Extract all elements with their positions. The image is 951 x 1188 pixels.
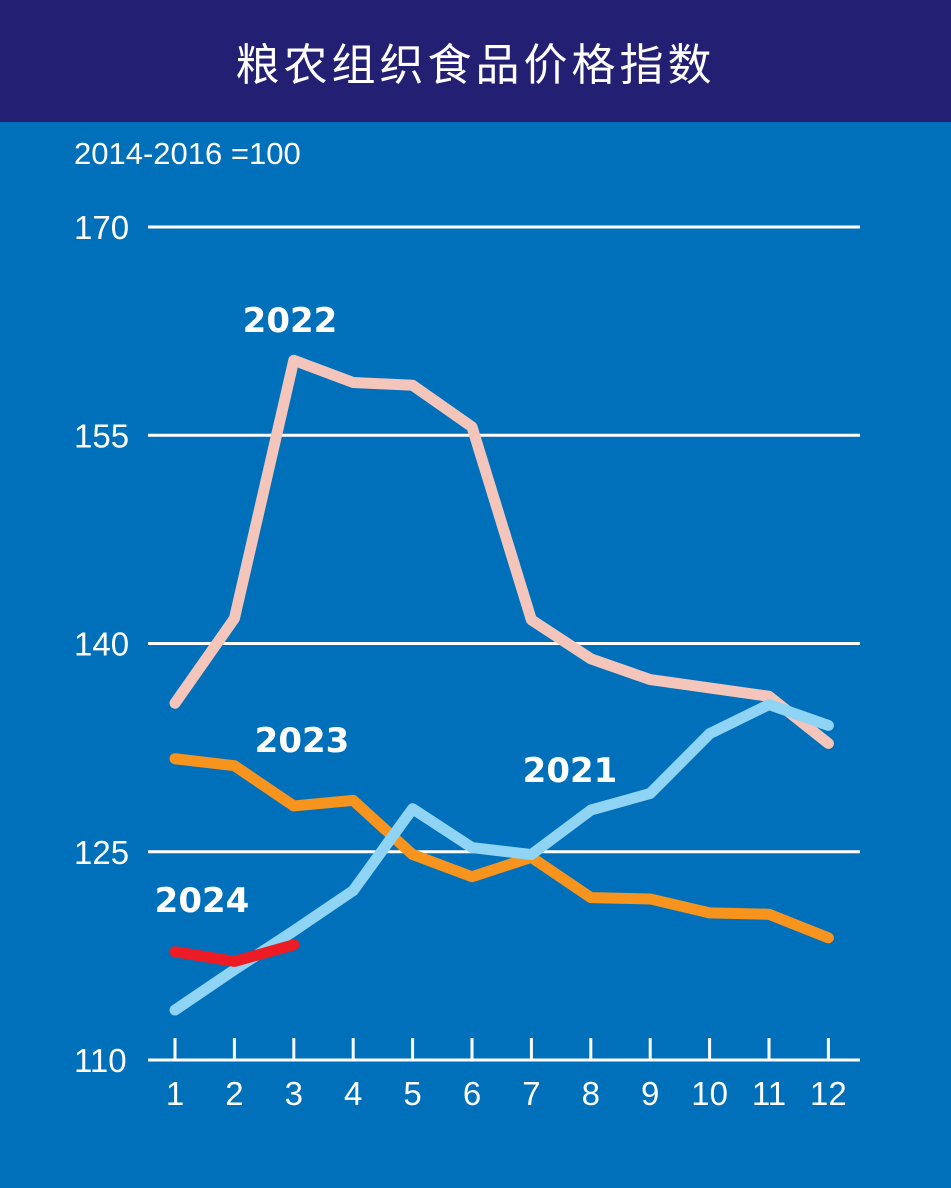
series-layer (169, 354, 834, 1016)
title-bar: 粮农组织食品价格指数 (0, 0, 951, 122)
chart-subtitle: 2014-2016 =100 (74, 136, 301, 171)
x-tick-label: 9 (641, 1075, 659, 1112)
series-label-2022: 2022 (243, 301, 338, 341)
series-line-2021 (169, 699, 834, 1016)
y-tick-label: 110 (74, 1042, 127, 1079)
x-tick-label: 6 (463, 1075, 481, 1112)
x-tick-label: 8 (582, 1075, 600, 1112)
y-tick-label: 170 (74, 209, 129, 246)
x-tick-label: 3 (285, 1075, 303, 1112)
x-tick-label: 12 (810, 1075, 847, 1112)
grid-layer (148, 225, 860, 1062)
x-tick-label: 11 (752, 1075, 786, 1112)
series-label-2021: 2021 (523, 751, 618, 791)
series-line-2022 (169, 354, 834, 749)
x-tick-label: 10 (691, 1075, 728, 1112)
x-tick-label: 5 (403, 1075, 421, 1112)
y-tick-label: 125 (74, 834, 129, 871)
y-tick-label: 155 (74, 417, 129, 454)
x-tick-label: 1 (166, 1075, 184, 1112)
series-label-2024: 2024 (155, 881, 250, 921)
x-tick-label: 4 (344, 1075, 362, 1112)
y-tick-label: 140 (74, 626, 129, 663)
series-line-2024 (169, 939, 300, 967)
series-line-2023 (169, 753, 834, 944)
label-layer: 2022 2023 2021 2024 (155, 301, 618, 921)
x-tick-label: 2 (225, 1075, 243, 1112)
series-label-2023: 2023 (255, 721, 350, 761)
chart-title: 粮农组织食品价格指数 (235, 40, 716, 91)
x-tick-label: 7 (522, 1075, 540, 1112)
